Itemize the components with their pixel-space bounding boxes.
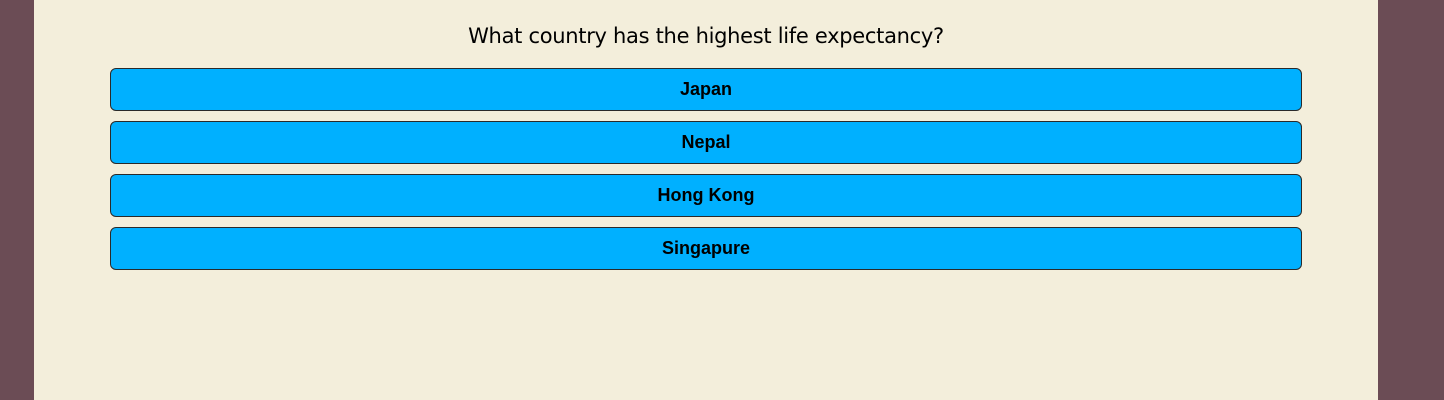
answer-list: Japan Nepal Hong Kong Singapure <box>110 68 1302 280</box>
answer-button-japan[interactable]: Japan <box>110 68 1302 111</box>
answer-button-nepal[interactable]: Nepal <box>110 121 1302 164</box>
answer-button-singapure[interactable]: Singapure <box>110 227 1302 270</box>
quiz-panel: What country has the highest life expect… <box>34 0 1378 400</box>
answer-button-hong-kong[interactable]: Hong Kong <box>110 174 1302 217</box>
question-text: What country has the highest life expect… <box>468 24 944 48</box>
